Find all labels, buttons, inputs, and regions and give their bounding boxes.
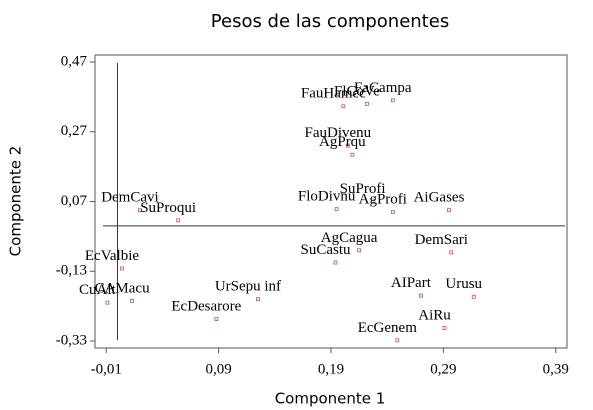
point [449,250,454,255]
point-label: UrSepu inf [215,279,281,295]
x-tick-label: 0,29 [430,361,456,377]
point [214,317,219,321]
point-label: FauDivenu [305,125,372,141]
point [395,338,400,343]
y-tick-label: -0,13 [56,263,87,279]
point [370,199,375,204]
x-axis-label: Componente 1 [275,390,386,408]
y-tick-label: 0,07 [61,193,88,209]
point-label: AiGases [414,190,465,206]
point-label: SuProfi [340,181,386,197]
point-label: SuProqui [140,200,196,216]
x-tick-label: 0,19 [318,361,344,377]
x-tick-label: 0,39 [543,361,569,377]
x-tick-label: 0,09 [205,361,231,377]
point-label: Urusu [445,276,482,292]
point [341,104,346,109]
point [471,294,476,299]
point [333,260,338,265]
y-tick-label: -0,33 [56,332,87,348]
point-label: FloDivnu [298,189,356,205]
point-label: DemSari [415,232,468,248]
point-label: DemCavi [101,190,159,206]
point-label: FauHamec [301,86,366,102]
point-label: EcGenem [358,320,417,336]
point-label: AIPart [391,275,432,291]
point [345,143,350,148]
point-label: FlCoVe [334,83,380,99]
y-tick-label: 0,27 [61,123,88,139]
point [256,297,260,302]
point-label: AgProfi [359,191,407,207]
point [130,299,134,303]
point [138,208,142,213]
point [176,218,181,223]
point [105,300,110,305]
point [442,326,447,331]
y-axis-label: Componente 2 [7,146,25,257]
point-label: EcValbie [85,248,139,264]
point [350,152,355,157]
point [419,293,423,298]
point-label: FaCampa [354,80,412,96]
point [334,207,339,212]
point-label: SuCastu [300,242,351,258]
point [390,210,395,214]
point [447,208,451,213]
point [390,98,395,103]
point-label: AgPrqu [319,134,366,150]
point-label: CAMacu [95,280,150,296]
point-label: AgCagua [321,230,378,246]
point-label: CuAlt [79,282,117,298]
y-tick-label: 0,47 [61,53,88,69]
chart-title: Pesos de las componentes [211,11,449,32]
x-tick-label: -0,01 [91,361,122,377]
point-label: AiRu [418,308,451,324]
point-label: EcDesarore [171,298,241,314]
point [357,248,361,253]
point [120,266,124,271]
point [365,101,369,106]
